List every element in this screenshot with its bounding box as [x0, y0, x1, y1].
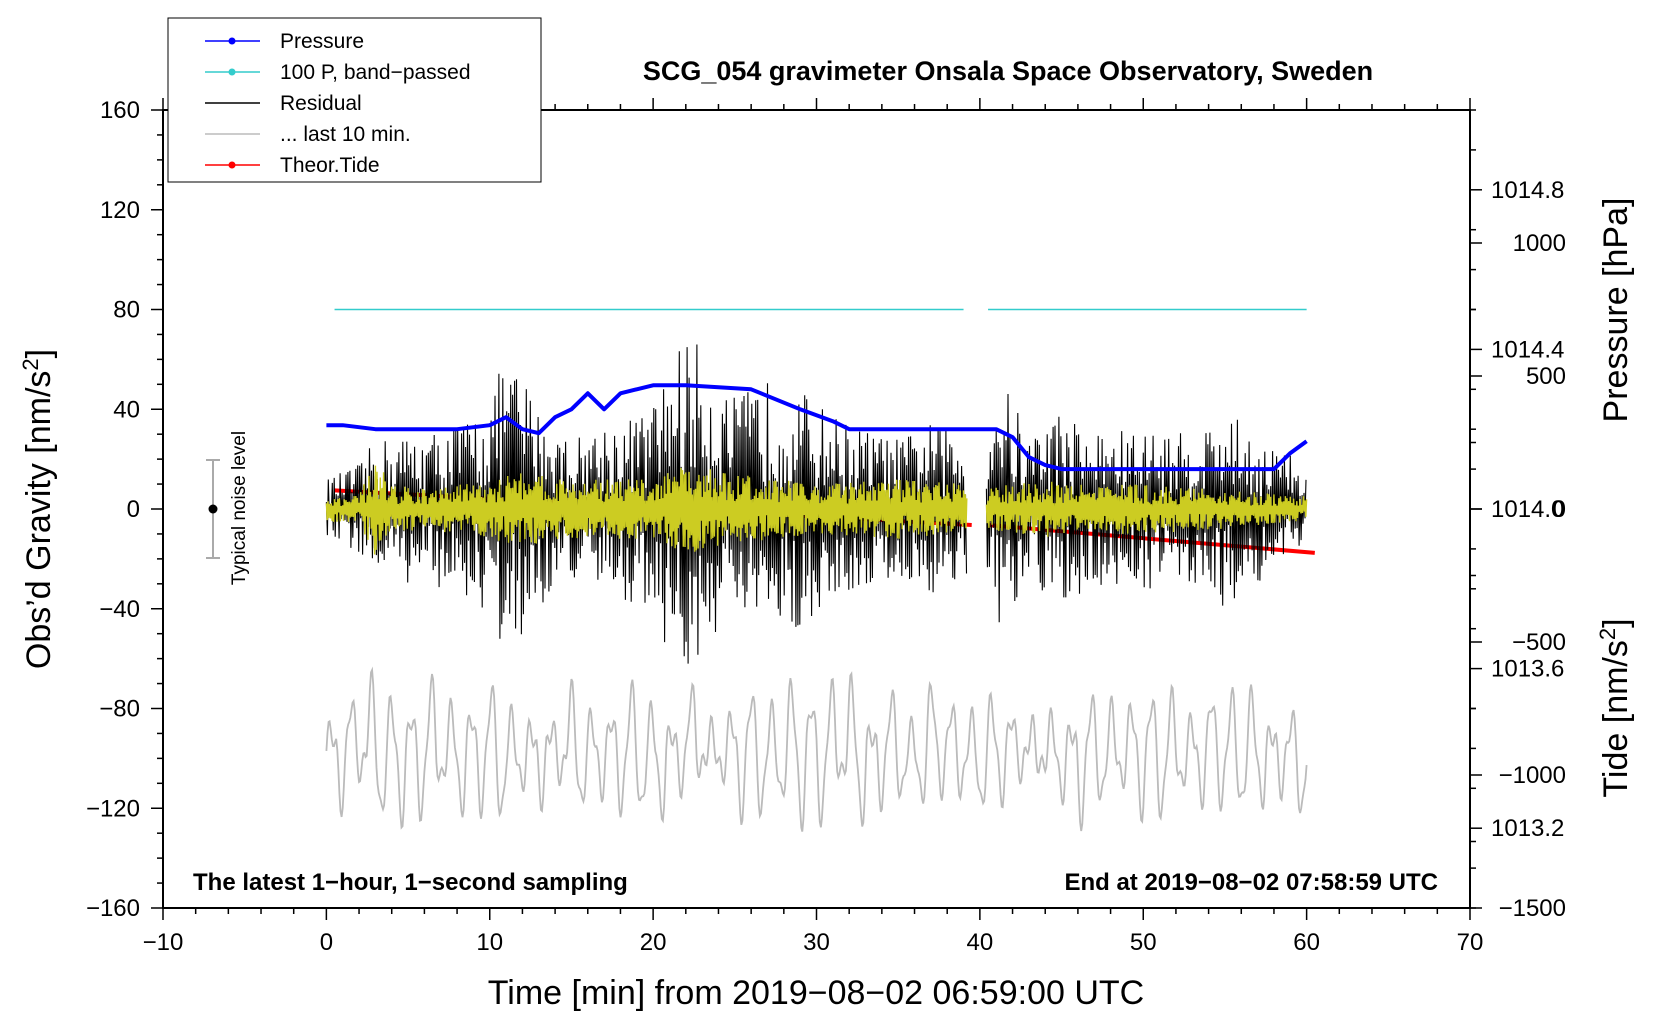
data-series: [325, 308, 1315, 832]
x-tick-label: 20: [640, 929, 667, 956]
legend-swatch-marker: [228, 161, 236, 169]
band-filtered-line: [985, 481, 1308, 537]
tide-tick-label: 1000: [1513, 230, 1566, 257]
y-left-title-main: Obs’d Gravity [nm/s: [20, 371, 58, 670]
y-left-title-end: ]: [20, 349, 58, 358]
last-10-min-line: [325, 666, 1308, 832]
end-time-note: End at 2019−08−02 07:58:59 UTC: [1064, 869, 1438, 896]
tide-axis-title: Tide [nm/s2]: [1595, 618, 1635, 797]
noise-level-label: Typical noise level: [229, 431, 250, 585]
y-left-tick-label: 0: [127, 496, 140, 523]
tide-title-main: Tide [nm/s: [1597, 640, 1635, 797]
tide-tick-labels: 1000 500 0 −500 −1000 −1500: [1499, 230, 1566, 922]
legend-swatch-marker: [228, 37, 236, 45]
pressure-tick-label: 1014.8: [1491, 177, 1564, 204]
chart-title: SCG_054 gravimeter Onsala Space Observat…: [643, 56, 1373, 86]
y-left-tick-label: 120: [100, 197, 140, 224]
y-left-tick-label: −80: [99, 696, 140, 723]
x-tick-label: 10: [476, 929, 503, 956]
legend-label: Pressure: [280, 30, 364, 53]
x-axis-title: Time [min] from 2019−08−02 06:59:00 UTC: [488, 974, 1144, 1012]
x-tick-label: 60: [1293, 929, 1320, 956]
x-tick-label: 70: [1457, 929, 1484, 956]
tide-tick-label: −1500: [1499, 895, 1566, 922]
sampling-note: The latest 1−hour, 1−second sampling: [193, 869, 628, 896]
band-filtered-line: [325, 465, 968, 555]
x-tick-label: 50: [1130, 929, 1157, 956]
pressure-tick-labels: 1014.8 1014.4 1014.0 1013.6 1013.2: [1491, 177, 1564, 842]
x-tick-label: −10: [143, 929, 184, 956]
x-tick-labels: −10 0 10 20 30 40 50 60 70: [143, 929, 1484, 956]
pressure-tick-label: 1014.0: [1491, 496, 1564, 523]
pressure-tick-label: 1013.6: [1491, 656, 1564, 683]
y-left-tick-labels: 160 120 80 40 0 −40 −80 −120 −160: [86, 97, 140, 922]
noise-level-indicator: Typical noise level: [206, 431, 250, 585]
y-left-tick-label: −160: [86, 895, 140, 922]
x-tick-label: 0: [320, 929, 333, 956]
tide-title-sup: 2: [1595, 628, 1620, 640]
legend-label: 100 P, band−passed: [280, 61, 471, 84]
axis-ticks: [151, 98, 1482, 920]
legend-label: Residual: [280, 92, 362, 115]
pressure-axis-title: Pressure [hPa]: [1597, 198, 1635, 423]
y-left-tick-label: 40: [113, 396, 140, 423]
pressure-tick-label: 1013.2: [1491, 815, 1564, 842]
y-left-tick-label: 160: [100, 97, 140, 124]
tide-title-end: ]: [1597, 618, 1635, 627]
pressure-tick-label: 1014.4: [1491, 336, 1564, 363]
legend-box: [167, 17, 542, 183]
pressure-line: [326, 383, 1308, 472]
tide-tick-label: −1000: [1499, 762, 1566, 789]
tide-tick-label: 0: [1553, 496, 1566, 523]
noise-dot: [208, 504, 218, 514]
y-left-tick-label: 80: [113, 297, 140, 324]
y-left-title-sup: 2: [18, 358, 43, 370]
legend-swatch-marker: [228, 68, 236, 76]
tide-tick-label: 500: [1526, 363, 1566, 390]
legend-label: Theor.Tide: [280, 154, 380, 177]
x-tick-label: 40: [967, 929, 994, 956]
legend: Pressure 100 P, band−passed Residual ... la…: [167, 17, 542, 183]
legend-label: ... last 10 min.: [280, 123, 411, 146]
tide-tick-label: −500: [1512, 629, 1566, 656]
y-left-tick-label: −120: [86, 795, 140, 822]
y-left-tick-label: −40: [99, 596, 140, 623]
x-tick-label: 30: [803, 929, 830, 956]
y-axis-left-title: Obs’d Gravity [nm/s2]: [18, 349, 58, 669]
